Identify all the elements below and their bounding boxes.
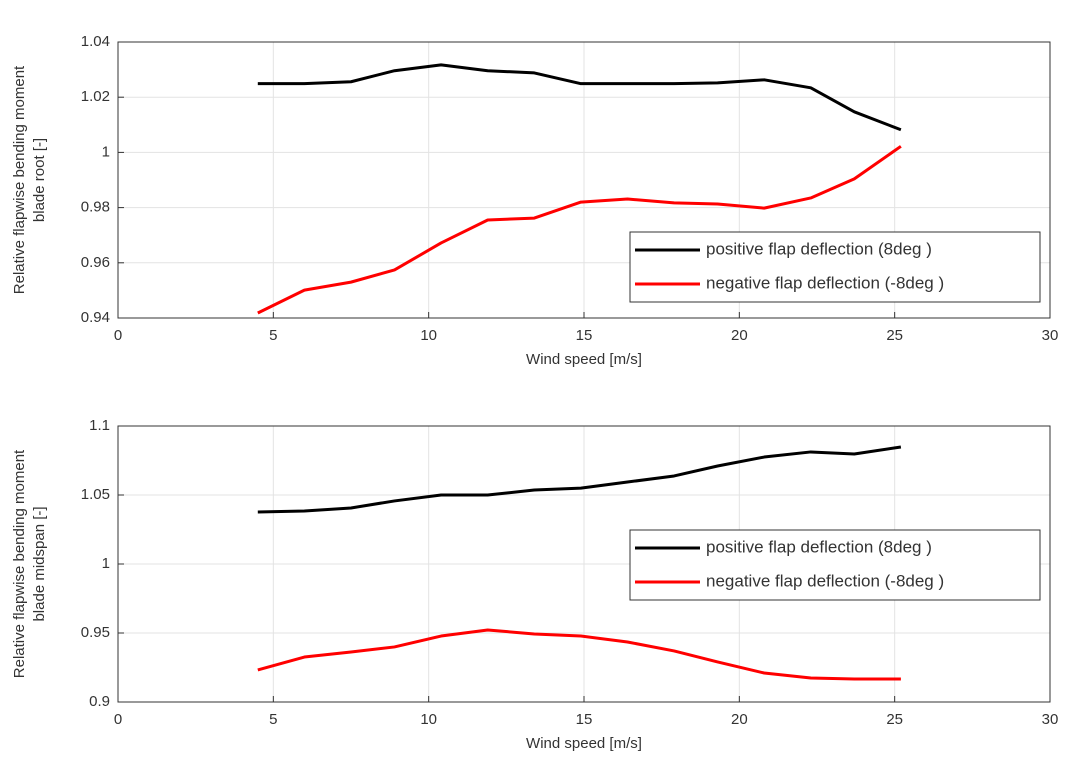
y-tick-label: 1.1 (89, 417, 110, 434)
x-tick-label: 0 (114, 327, 122, 344)
legend-box (629, 231, 1041, 303)
legend-label: negative flap deflection (-8deg ) (706, 571, 944, 590)
legend: positive flap deflection (8deg ) negative… (629, 529, 1041, 601)
x-tick-label: 10 (420, 711, 437, 728)
y-tick-label: 0.94 (81, 309, 110, 326)
x-tick-label: 10 (420, 327, 437, 344)
y-axis-label: blade root [-] (31, 138, 48, 222)
legend: positive flap deflection (8deg ) negative… (629, 231, 1041, 303)
y-tick-label: 1.05 (81, 486, 110, 503)
legend-label: positive flap deflection (8deg ) (706, 537, 932, 556)
x-tick-label: 20 (731, 711, 748, 728)
series-line (257, 628, 901, 681)
x-axis-label: Wind speed [m/s] (526, 735, 642, 752)
legend-box (629, 529, 1041, 601)
y-axis-label: blade midspan [-] (31, 506, 48, 621)
legend-label: negative flap deflection (-8deg ) (706, 273, 944, 292)
axes-box (117, 41, 1051, 319)
x-axis-label: Wind speed [m/s] (526, 351, 642, 368)
y-tick-label: 1.02 (81, 88, 110, 105)
x-tick-label: 5 (269, 711, 277, 728)
y-tick-label: 1.04 (81, 33, 110, 50)
y-tick-label: 0.9 (89, 693, 110, 710)
x-tick-label: 20 (731, 327, 748, 344)
y-axis-label: Relative flapwise bending moment (11, 65, 28, 294)
series-line (257, 445, 902, 514)
series-line (257, 145, 902, 315)
y-tick-label: 0.95 (81, 624, 110, 641)
x-tick-label: 0 (114, 711, 122, 728)
legend-label: positive flap deflection (8deg ) (706, 239, 932, 258)
series-line (257, 63, 902, 132)
x-tick-label: 30 (1042, 711, 1059, 728)
x-tick-label: 15 (576, 327, 593, 344)
x-tick-label: 15 (576, 711, 593, 728)
y-tick-label: 1 (102, 143, 110, 160)
x-tick-label: 30 (1042, 327, 1059, 344)
x-tick-label: 25 (886, 711, 903, 728)
y-tick-label: 0.96 (81, 254, 110, 271)
y-tick-label: 1 (102, 555, 110, 572)
y-tick-label: 0.98 (81, 199, 110, 216)
x-tick-label: 25 (886, 327, 903, 344)
y-axis-label: Relative flapwise bending moment (11, 449, 28, 678)
x-tick-label: 5 (269, 327, 277, 344)
axes-box (117, 425, 1051, 703)
